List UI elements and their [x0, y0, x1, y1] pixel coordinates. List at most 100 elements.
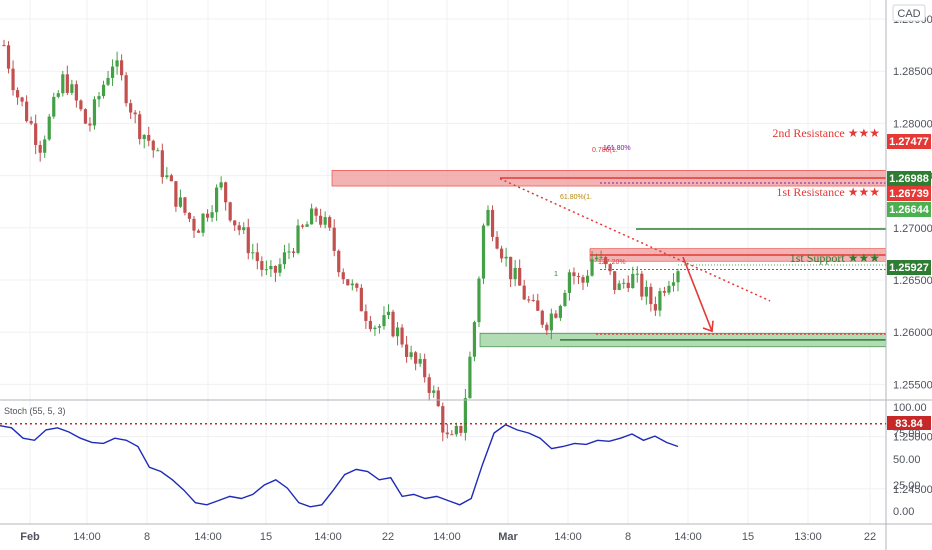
- candle-body: [667, 285, 671, 293]
- candle-body: [572, 272, 576, 277]
- candle-body: [364, 311, 368, 321]
- candle-body: [2, 45, 6, 47]
- candle-body: [183, 197, 187, 213]
- candle-body: [400, 327, 404, 345]
- candle-body: [287, 251, 291, 253]
- candle-body: [319, 215, 323, 225]
- candle-body: [486, 209, 490, 226]
- candle-body: [490, 209, 495, 237]
- time-tick-label: 14:00: [554, 531, 582, 543]
- fib-1272-label: 127.20%: [598, 259, 626, 266]
- second-resistance-label: 2nd Resistance ★★★: [772, 126, 880, 140]
- first-resistance-price-tag: 1.26739: [887, 186, 931, 201]
- time-tick-label: 15: [260, 531, 272, 543]
- svg-text:83.84: 83.84: [895, 418, 923, 430]
- candle-body: [468, 356, 472, 399]
- candle-body: [355, 283, 359, 288]
- time-tick-label: 14:00: [314, 531, 342, 543]
- first-support-label: 1st Support ★★★: [790, 251, 880, 265]
- candle-body: [427, 377, 431, 393]
- candle-body: [423, 358, 427, 378]
- candle-body: [83, 109, 88, 124]
- candle-body: [549, 313, 553, 331]
- candle-body: [626, 282, 630, 288]
- candle-body: [644, 286, 648, 297]
- candle-body: [350, 283, 354, 286]
- stochastic-pane: [0, 423, 886, 508]
- candle-body: [558, 305, 562, 318]
- stoch-tick-label: 100.00: [893, 402, 927, 414]
- time-tick-label: 8: [625, 531, 631, 543]
- candle-body: [477, 278, 481, 323]
- candle-body: [70, 84, 74, 93]
- candle-body: [224, 182, 228, 203]
- candle-body: [156, 150, 160, 152]
- overlays: [499, 177, 886, 341]
- time-tick-label: 14:00: [73, 531, 101, 543]
- stoch-marker-tag: 83.84: [887, 416, 931, 430]
- candle-body: [472, 322, 477, 357]
- candle-body: [242, 227, 246, 231]
- candle-body: [635, 273, 639, 275]
- candle-body: [205, 213, 210, 218]
- candle-body: [599, 257, 603, 259]
- candlesticks: [2, 39, 680, 442]
- candle-body: [613, 271, 617, 290]
- candle-body: [309, 208, 314, 225]
- candle-body: [120, 60, 124, 76]
- candle-body: [328, 217, 332, 228]
- candle-body: [527, 299, 531, 301]
- candle-body: [391, 311, 395, 337]
- currency-badge[interactable]: [892, 4, 926, 22]
- candle-body: [187, 212, 192, 219]
- candle-body: [25, 101, 29, 122]
- candle-body: [255, 252, 259, 262]
- time-tick-label: 22: [382, 531, 394, 543]
- candle-body: [662, 291, 667, 293]
- svg-text:1.25927: 1.25927: [889, 262, 929, 274]
- candle-body: [160, 150, 164, 178]
- candle-body: [395, 327, 400, 337]
- candle-body: [219, 182, 223, 188]
- candle-body: [296, 225, 300, 253]
- candle-body: [418, 358, 422, 364]
- stoch-line: [0, 423, 679, 508]
- price-tick-label: 1.25500: [893, 379, 932, 391]
- candle-body: [260, 261, 264, 270]
- candle-body: [237, 225, 241, 231]
- candle-body: [29, 121, 33, 124]
- candle-body: [640, 273, 644, 297]
- time-tick-label: 14:00: [674, 531, 702, 543]
- candle-body: [332, 227, 336, 251]
- currency-label: CAD: [897, 8, 920, 20]
- stoch-tick-label: 0.00: [893, 506, 914, 518]
- svg-text:1.26739: 1.26739: [889, 188, 929, 200]
- stoch-title[interactable]: Stoch (55, 5, 3): [4, 406, 66, 416]
- fib-1-label: 1: [554, 271, 558, 278]
- candle-body: [124, 75, 128, 104]
- price-tick-label: 1.26500: [893, 275, 932, 287]
- candle-body: [43, 139, 47, 153]
- candle-body: [278, 264, 282, 273]
- candle-body: [653, 304, 657, 311]
- candle-body: [382, 315, 386, 327]
- candle-body: [373, 327, 377, 330]
- time-axis[interactable]: Feb 14:00 8 14:00 15 14:00 22 14:00 Mar 14:00 8 14:…: [20, 531, 876, 543]
- candle-body: [210, 212, 214, 218]
- first-support-price-tag: 1.25927: [887, 260, 931, 275]
- candle-body: [20, 97, 24, 102]
- candle-body: [594, 257, 599, 260]
- candle-body: [314, 208, 318, 216]
- time-tick-label: 15: [742, 531, 754, 543]
- descending-trendline: [499, 178, 771, 302]
- candle-body: [151, 140, 155, 151]
- candle-body: [174, 181, 178, 207]
- time-tick-label: Feb: [20, 531, 40, 543]
- candle-body: [377, 326, 382, 328]
- candle-body: [147, 134, 151, 141]
- stoch-axis[interactable]: 100.00 75.00 50.00 25.00 0.00: [893, 402, 927, 518]
- candle-body: [576, 276, 581, 278]
- candle-body: [499, 248, 504, 259]
- candle-body: [436, 390, 440, 407]
